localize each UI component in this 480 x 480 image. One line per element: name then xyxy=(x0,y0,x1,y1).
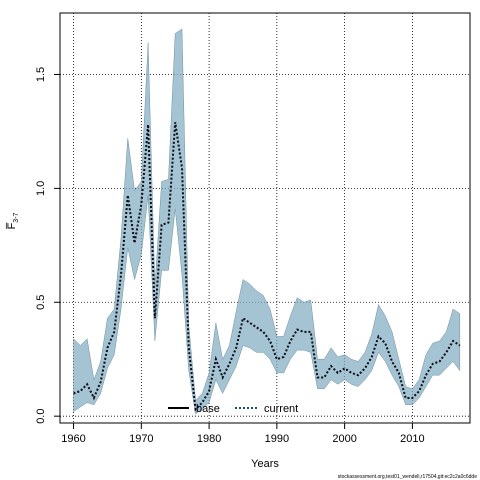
x-axis: 1960 1970 1980 1990 2000 2010 xyxy=(61,423,425,445)
y-axis-label-main: F̅ xyxy=(6,222,18,230)
x-tick-label: 2010 xyxy=(400,433,424,445)
x-tick-label: 2000 xyxy=(332,433,356,445)
y-tick-label: 1.0 xyxy=(35,181,47,196)
x-tick-label: 1990 xyxy=(265,433,289,445)
legend-base-label: base xyxy=(196,403,220,415)
x-tick-label: 1970 xyxy=(129,433,153,445)
y-axis-label-subscript: 3-7 xyxy=(13,212,20,222)
grid-lines xyxy=(60,13,470,423)
x-tick-label: 1980 xyxy=(197,433,221,445)
y-tick-label: 0.5 xyxy=(35,295,47,310)
y-axis-label: F̅3-7 xyxy=(6,212,20,229)
x-axis-label: Years xyxy=(251,458,279,470)
plot-frame xyxy=(59,12,471,424)
footer-credit: stockassessment.org,test01_wendell,r1750… xyxy=(338,474,477,480)
legend: base current xyxy=(168,403,298,415)
y-tick-label: 1.5 xyxy=(35,67,47,82)
series-line-current xyxy=(73,122,461,412)
y-tick-label: 0.0 xyxy=(35,409,47,424)
y-axis: 0.0 0.5 1.0 1.5 xyxy=(35,67,60,424)
x-tick-label: 1960 xyxy=(61,433,85,445)
series-line-layer xyxy=(73,122,461,412)
legend-current-label: current xyxy=(264,403,298,415)
